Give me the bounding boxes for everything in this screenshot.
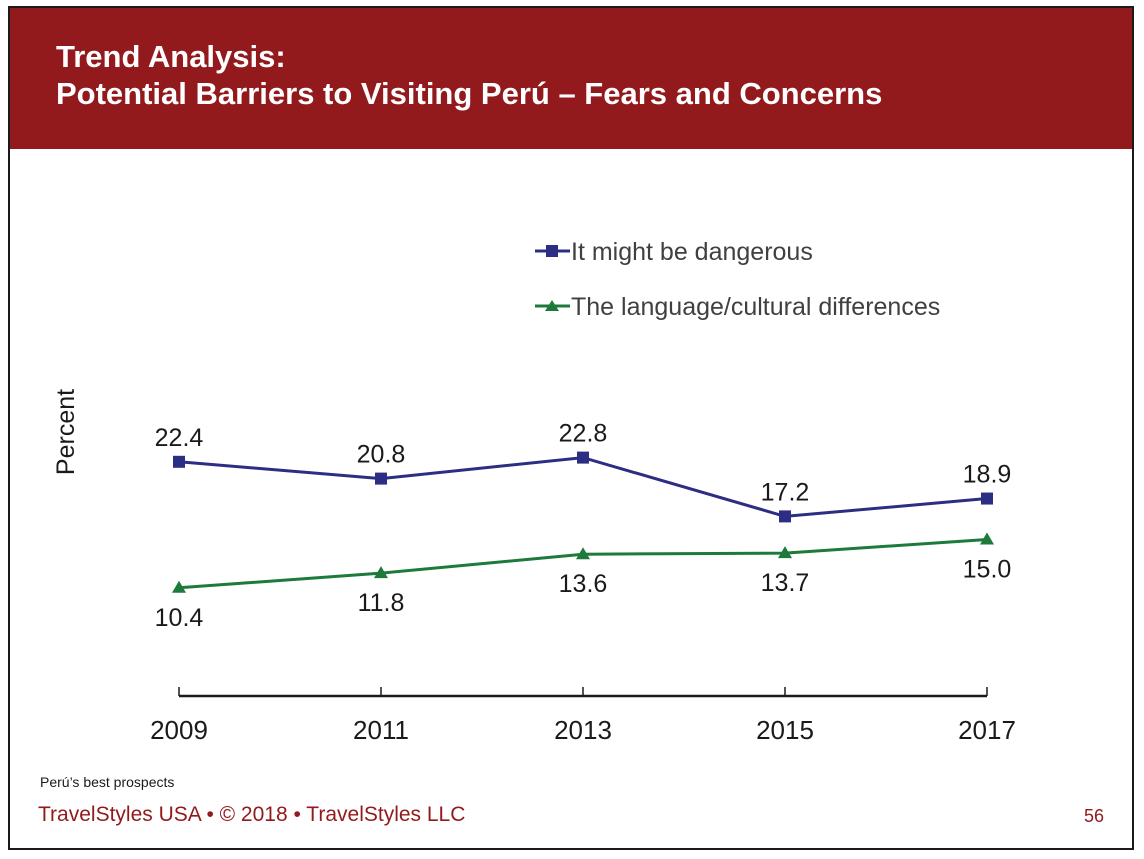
data-label: 18.9 xyxy=(963,461,1012,489)
data-point-triangle xyxy=(374,566,388,579)
x-tick-label: 2013 xyxy=(554,715,612,745)
x-tick-label: 2011 xyxy=(353,715,409,745)
x-tick-label: 2017 xyxy=(958,715,1016,745)
legend-label: The language/cultural differences xyxy=(571,293,940,321)
legend-label: It might be dangerous xyxy=(571,238,813,266)
data-label: 13.7 xyxy=(761,569,810,597)
legend-marker-square xyxy=(546,245,558,257)
legend-item: The language/cultural differences xyxy=(535,293,940,321)
data-label: 22.8 xyxy=(559,420,608,448)
series-group: 22.4 20.8 22.8 17.2 18.9 10.4 11.8 13.6 13.7 15.0 xyxy=(155,420,1012,632)
data-point-triangle xyxy=(576,547,590,560)
y-axis-label: Percent xyxy=(52,389,80,475)
data-point-square xyxy=(779,510,791,523)
data-point-triangle xyxy=(778,546,792,559)
title-line-1: Trend Analysis: xyxy=(56,39,286,74)
series-language-cultural: 10.4 11.8 13.6 13.7 15.0 xyxy=(155,532,1012,632)
data-point-triangle xyxy=(980,532,994,545)
data-label: 13.6 xyxy=(559,570,608,598)
series-line xyxy=(178,456,988,518)
data-label: 20.8 xyxy=(357,441,406,469)
data-point-square xyxy=(577,451,589,464)
x-tick-label: 2015 xyxy=(756,715,814,745)
series-dangerous: 22.4 20.8 22.8 17.2 18.9 xyxy=(155,420,1012,523)
slide: Trend Analysis: Potential Barriers to Vi… xyxy=(8,6,1134,850)
data-label: 11.8 xyxy=(358,589,405,617)
x-tick-label: 2009 xyxy=(150,715,208,745)
source-note: Perú’s best prospects xyxy=(40,774,175,790)
slide-title: Trend Analysis: Potential Barriers to Vi… xyxy=(56,38,882,112)
data-point-square xyxy=(981,492,993,505)
data-point-square xyxy=(173,455,185,468)
footer-copyright: TravelStyles USA • © 2018 • TravelStyles… xyxy=(38,803,466,826)
legend-marker-triangle xyxy=(545,300,559,311)
data-point-triangle xyxy=(172,580,186,593)
title-banner: Trend Analysis: Potential Barriers to Vi… xyxy=(10,8,1132,149)
data-label: 15.0 xyxy=(963,556,1012,584)
data-label: 17.2 xyxy=(761,478,810,506)
title-line-2: Potential Barriers to Visiting Perú – Fe… xyxy=(56,76,883,111)
data-point-square xyxy=(375,472,387,485)
legend-item: It might be dangerous xyxy=(535,238,813,266)
legend: It might be dangerous The language/cultur… xyxy=(535,238,940,321)
data-label: 22.4 xyxy=(155,424,204,452)
x-axis: 2009 2011 2013 2015 2017 xyxy=(150,687,1016,745)
data-label: 10.4 xyxy=(155,604,204,632)
page-number: 56 xyxy=(1084,806,1105,826)
